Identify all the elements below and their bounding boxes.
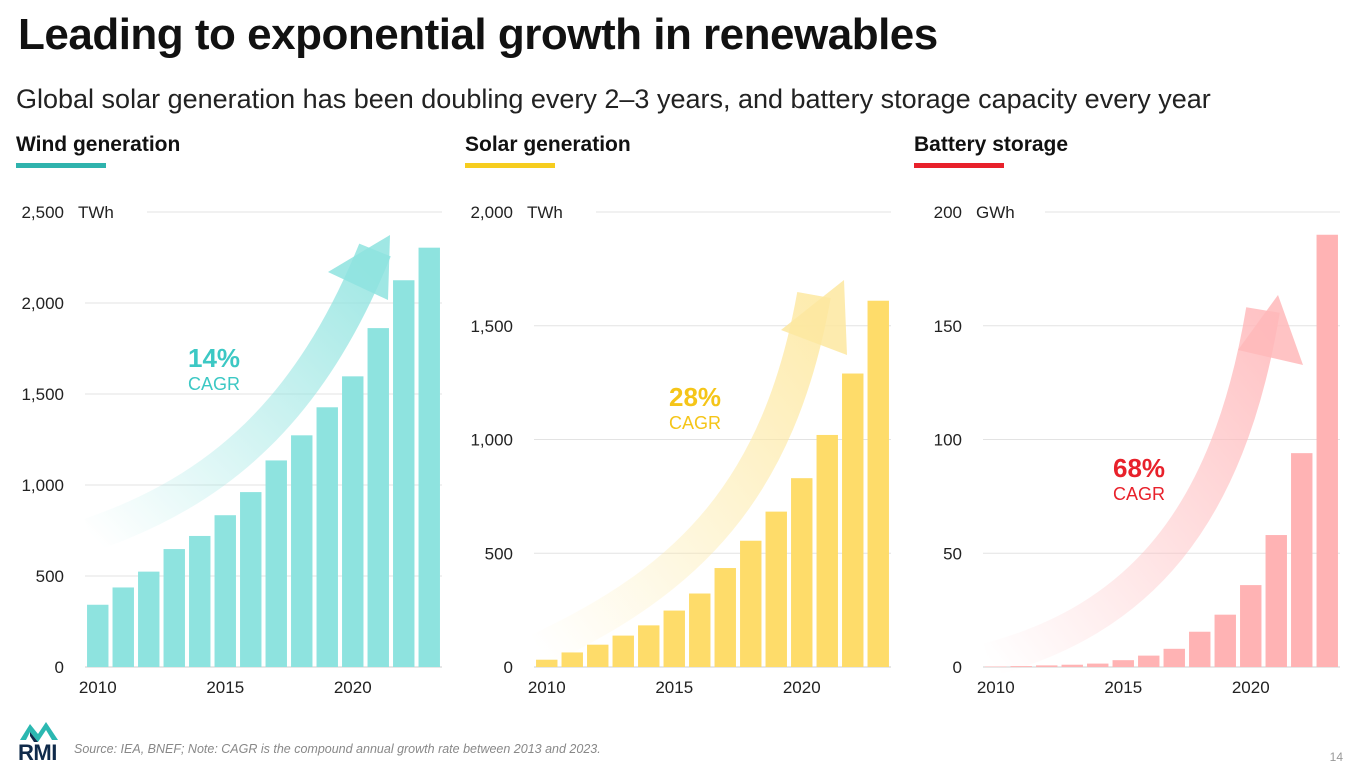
wind-y-tick-label: 2,000 bbox=[21, 294, 64, 313]
solar-y-tick-label: 1,500 bbox=[470, 317, 513, 336]
wind-y-tick-label: 2,500 bbox=[21, 203, 64, 222]
battery-bar-2017 bbox=[1163, 648, 1185, 667]
solar-generation-chart: 0 500 1,000 1,500 2,000 TWh 2010 2015 2020 28%CAG… bbox=[470, 203, 891, 697]
solar-bar-2018 bbox=[740, 540, 762, 667]
wind-x-tick-label: 2015 bbox=[206, 678, 244, 697]
battery-bar-2015 bbox=[1112, 660, 1134, 667]
wind-unit-label: TWh bbox=[78, 203, 114, 222]
battery-bar-2011 bbox=[1010, 666, 1032, 667]
wind-bar-2016 bbox=[240, 492, 262, 667]
battery-bar-2023 bbox=[1316, 234, 1338, 667]
wind-growth-arrowhead-icon bbox=[328, 235, 390, 300]
solar-bar-2019 bbox=[765, 511, 787, 667]
source-note: Source: IEA, BNEF; Note: CAGR is the com… bbox=[74, 742, 601, 756]
battery-cagr-value: 68% bbox=[1113, 453, 1165, 483]
solar-bar-2017 bbox=[714, 568, 736, 667]
solar-bar-2023 bbox=[867, 300, 889, 667]
wind-generation-chart: 0 500 1,000 1,500 2,000 2,500 TWh 2010 2015 2020 1… bbox=[21, 203, 442, 697]
wind-y-tick-label: 500 bbox=[36, 567, 64, 586]
battery-storage-chart: 0 50 100 150 200 GWh 2010 2015 2020 68%CAGR bbox=[934, 203, 1340, 697]
solar-y-tick-label: 500 bbox=[485, 544, 513, 563]
wind-bar-2018 bbox=[291, 435, 313, 667]
wind-bar-2017 bbox=[265, 460, 287, 667]
wind-growth-arrow-icon bbox=[84, 243, 391, 552]
battery-y-tick-label: 50 bbox=[943, 544, 962, 563]
solar-bar-2014 bbox=[638, 625, 660, 667]
page-number: 14 bbox=[1329, 750, 1343, 764]
wind-bar-2020 bbox=[342, 376, 364, 667]
solar-bar-2015 bbox=[663, 610, 685, 667]
battery-bar-2021 bbox=[1265, 535, 1287, 667]
wind-bar-2010 bbox=[87, 604, 109, 667]
battery-cagr-label: CAGR bbox=[1113, 484, 1165, 504]
wind-x-tick-label: 2010 bbox=[79, 678, 117, 697]
solar-growth-arrow-icon bbox=[531, 291, 831, 666]
battery-x-tick-label: 2020 bbox=[1232, 678, 1270, 697]
solar-bar-2011 bbox=[561, 652, 583, 667]
solar-bar-2010 bbox=[536, 659, 558, 667]
battery-x-tick-label: 2010 bbox=[977, 678, 1015, 697]
wind-bar-2012 bbox=[138, 571, 160, 667]
battery-y-tick-label: 150 bbox=[934, 317, 962, 336]
wind-bar-2022 bbox=[393, 280, 415, 667]
wind-bar-2014 bbox=[189, 535, 211, 667]
battery-growth-arrowhead-icon bbox=[1238, 295, 1303, 365]
solar-x-tick-label: 2015 bbox=[655, 678, 693, 697]
wind-y-tick-label: 0 bbox=[55, 658, 64, 677]
solar-y-tick-label: 0 bbox=[504, 658, 513, 677]
battery-bar-2014 bbox=[1087, 663, 1109, 667]
wind-cagr-value: 14% bbox=[188, 343, 240, 373]
solar-bar-2020 bbox=[791, 478, 813, 667]
solar-title-underline bbox=[465, 163, 555, 168]
rmi-logo-text: RMI bbox=[18, 740, 57, 765]
solar-cagr-label: CAGR bbox=[669, 413, 721, 433]
wind-panel-header: Wind generation bbox=[16, 133, 180, 168]
page-subtitle: Global solar generation has been doublin… bbox=[16, 84, 1211, 114]
wind-x-tick-label: 2020 bbox=[334, 678, 372, 697]
wind-bar-2021 bbox=[367, 328, 389, 667]
solar-growth-arrowhead-icon bbox=[781, 280, 847, 355]
solar-y-tick-label: 2,000 bbox=[470, 203, 513, 222]
wind-y-tick-label: 1,000 bbox=[21, 476, 64, 495]
wind-bar-2013 bbox=[163, 549, 185, 667]
solar-x-tick-label: 2010 bbox=[528, 678, 566, 697]
wind-title-underline bbox=[16, 163, 106, 168]
solar-y-tick-label: 1,000 bbox=[470, 431, 513, 450]
battery-growth-arrow-icon bbox=[983, 307, 1280, 677]
battery-y-tick-label: 100 bbox=[934, 431, 962, 450]
wind-y-tick-label: 1,500 bbox=[21, 385, 64, 404]
battery-bar-2016 bbox=[1138, 655, 1160, 667]
rmi-logo-icon bbox=[20, 722, 58, 742]
battery-y-tick-label: 0 bbox=[953, 658, 962, 677]
battery-y-tick-label: 200 bbox=[934, 203, 962, 222]
solar-bar-2016 bbox=[689, 593, 711, 667]
battery-x-tick-label: 2015 bbox=[1104, 678, 1142, 697]
wind-bar-2023 bbox=[418, 247, 440, 667]
battery-title-underline bbox=[914, 163, 1004, 168]
solar-panel-header: Solar generation bbox=[465, 133, 631, 168]
battery-bar-2020 bbox=[1240, 585, 1262, 667]
wind-bar-2019 bbox=[316, 407, 338, 667]
battery-bar-2013 bbox=[1061, 664, 1083, 667]
battery-unit-label: GWh bbox=[976, 203, 1015, 222]
wind-panel-title: Wind generation bbox=[16, 133, 181, 156]
solar-panel-title: Solar generation bbox=[465, 133, 631, 156]
wind-cagr-label: CAGR bbox=[188, 374, 240, 394]
battery-bar-2012 bbox=[1036, 665, 1058, 667]
wind-bar-2015 bbox=[214, 515, 236, 667]
battery-bar-2018 bbox=[1189, 631, 1211, 667]
battery-bar-2019 bbox=[1214, 614, 1236, 667]
solar-cagr-value: 28% bbox=[669, 382, 721, 412]
page-title: Leading to exponential growth in renewab… bbox=[18, 10, 938, 59]
solar-bar-2022 bbox=[842, 373, 864, 667]
wind-bar-2011 bbox=[112, 587, 134, 667]
battery-panel-title: Battery storage bbox=[914, 133, 1069, 156]
solar-bar-2012 bbox=[587, 644, 609, 667]
battery-bar-2022 bbox=[1291, 453, 1313, 667]
solar-bar-2013 bbox=[612, 635, 634, 667]
solar-bar-2021 bbox=[816, 434, 838, 667]
solar-unit-label: TWh bbox=[527, 203, 563, 222]
solar-x-tick-label: 2020 bbox=[783, 678, 821, 697]
battery-panel-header: Battery storage bbox=[914, 133, 1068, 168]
